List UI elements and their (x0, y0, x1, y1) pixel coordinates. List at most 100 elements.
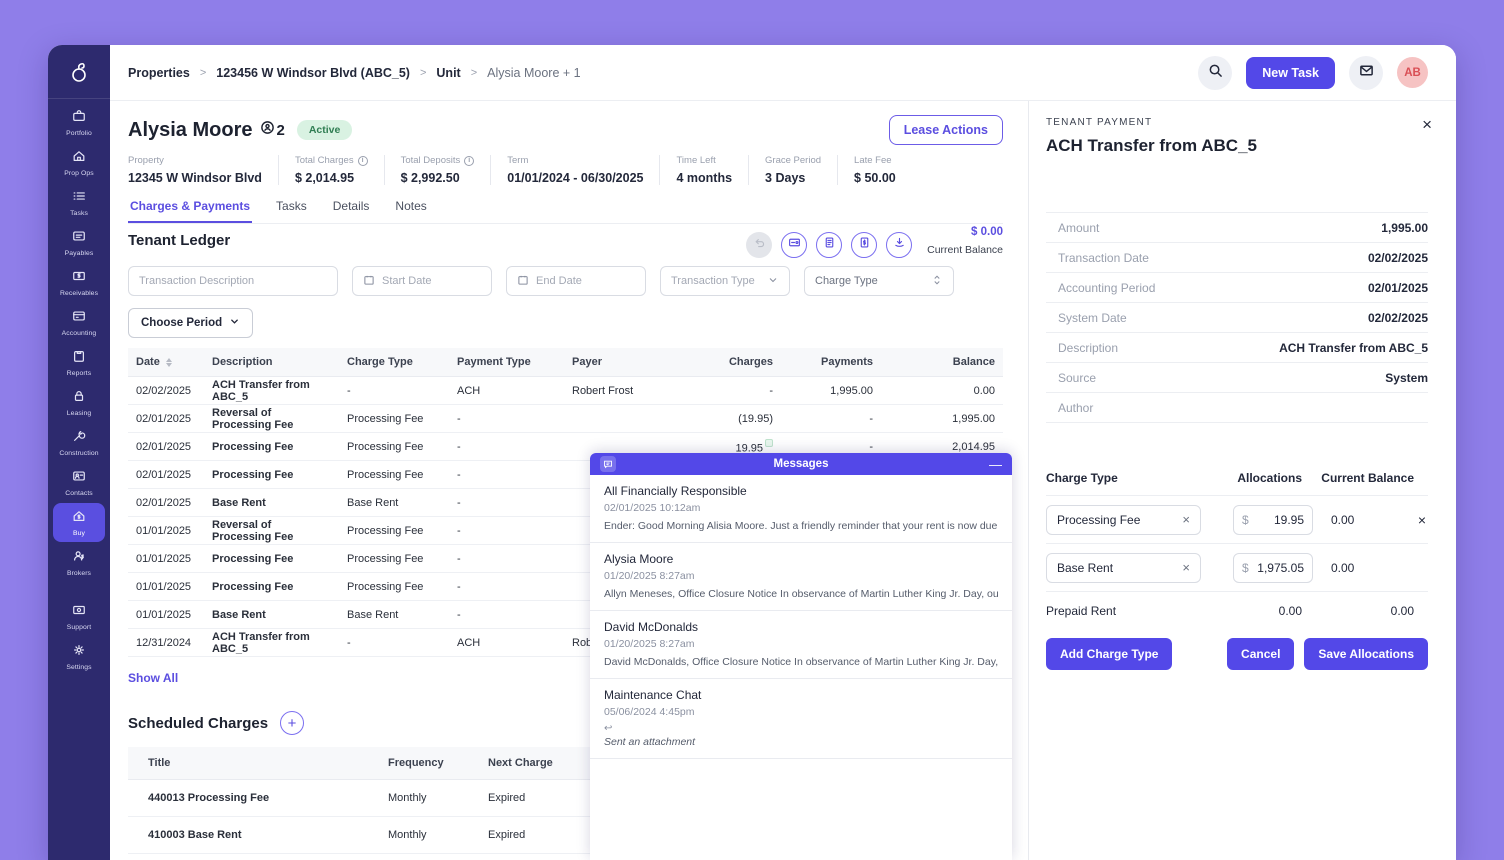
cell-payment-type: - (449, 600, 564, 629)
detail-label: Accounting Period (1058, 280, 1156, 295)
contacts-icon (72, 469, 86, 488)
transaction-link[interactable]: Processing Fee (204, 544, 339, 573)
sidebar-item-settings[interactable]: Settings (53, 637, 105, 676)
minimize-icon[interactable]: — (989, 456, 1002, 472)
info-icon[interactable]: i (357, 155, 368, 166)
transaction-link[interactable]: Processing Fee (204, 572, 339, 601)
sidebar-item-portfolio[interactable]: Portfolio (53, 103, 105, 142)
close-icon[interactable]: × (1422, 115, 1432, 134)
undo-icon (753, 236, 766, 254)
scheduled-charge-link[interactable]: 440013 Processing Fee (128, 853, 368, 860)
stat-value: $ 2,992.50 (400, 171, 460, 185)
messages-header[interactable]: Messages — (590, 453, 1012, 475)
tab-tasks[interactable]: Tasks (276, 199, 307, 213)
transaction-type-select[interactable]: Transaction Type (660, 266, 790, 296)
save-allocations-button[interactable]: Save Allocations (1304, 638, 1428, 670)
messages-button[interactable] (1349, 55, 1383, 90)
message-list-item[interactable]: Alysia Moore 01/20/2025 8:27am Allyn Men… (590, 543, 1012, 611)
sidebar-item-support[interactable]: Support (53, 597, 105, 636)
transaction-link[interactable]: Processing Fee (204, 460, 339, 489)
message-list-item[interactable]: All Financially Responsible 02/01/2025 1… (590, 475, 1012, 543)
clear-icon[interactable]: × (1182, 560, 1190, 575)
sidebar-item-payables[interactable]: Payables (53, 223, 105, 262)
cell-date: 01/01/2025 (128, 600, 204, 629)
cell-payer (564, 404, 656, 433)
sidebar-item-contacts[interactable]: Contacts (53, 463, 105, 502)
sidebar-item-reports[interactable]: Reports (53, 343, 105, 382)
allocation-amount-field[interactable]: $ (1233, 504, 1313, 535)
tab-details[interactable]: Details (332, 199, 370, 213)
info-icon[interactable]: i (464, 155, 475, 166)
message-list-item[interactable]: Maintenance Chat 05/06/2024 4:45pm ↩ Sen… (590, 679, 1012, 759)
transaction-link[interactable]: Reversal of Processing Fee (204, 404, 339, 433)
scheduled-charge-link[interactable]: 410003 Base Rent (128, 816, 368, 854)
col-next-charge: Next Charge (468, 747, 586, 780)
stat-value: $ 2,014.95 (294, 171, 355, 185)
col-date[interactable]: Date (128, 348, 204, 377)
charge-type-select[interactable]: Processing Fee × (1046, 504, 1201, 535)
sidebar-item-brokers[interactable]: Brokers (53, 543, 105, 582)
charge-type-select[interactable]: Base Rent × (1046, 552, 1201, 583)
user-avatar[interactable]: AB (1397, 57, 1428, 88)
cell-charge-type: Processing Fee (339, 544, 449, 573)
start-date-filter[interactable]: Start Date (352, 266, 492, 296)
cell-payment-type: - (449, 516, 564, 545)
sidebar-item-accounting[interactable]: Accounting (53, 303, 105, 342)
charge-type-select[interactable]: Charge Type (804, 266, 954, 296)
cell-frequency: Monthly (368, 816, 468, 854)
end-date-filter[interactable]: End Date (506, 266, 646, 296)
transaction-link[interactable]: Processing Fee (204, 432, 339, 461)
remove-allocation-icon[interactable]: × (1417, 511, 1426, 528)
tab-notes[interactable]: Notes (395, 199, 427, 213)
alloc-col-current-balance: Current Balance (1321, 471, 1414, 485)
add-payment-button[interactable] (781, 232, 808, 258)
breadcrumb-property-address[interactable]: 123456 W Windsor Blvd (ABC_5) (216, 65, 410, 80)
transaction-link[interactable]: Base Rent (204, 488, 339, 517)
sort-icon (165, 357, 172, 367)
download-button[interactable] (886, 232, 913, 258)
cell-payment-type: - (449, 544, 564, 573)
cell-frequency: Monthly (368, 853, 468, 860)
choose-period-button[interactable]: Choose Period (128, 308, 254, 338)
transaction-link[interactable]: Base Rent (204, 600, 339, 629)
new-task-button[interactable]: New Task (1246, 56, 1335, 89)
scheduled-charge-link[interactable]: 440013 Processing Fee (128, 779, 368, 817)
transaction-description-filter[interactable] (128, 266, 338, 296)
app-logo[interactable] (48, 45, 110, 99)
allocation-amount-field[interactable]: $ (1233, 552, 1313, 583)
add-scheduled-charge-button[interactable]: + (280, 711, 305, 735)
cell-balance: 1,995.00 (881, 404, 1003, 433)
sidebar-item-receivables[interactable]: Receivables (53, 263, 105, 302)
allocation-amount-input[interactable] (1248, 512, 1304, 527)
cell-balance: 0.00 (881, 376, 1003, 405)
sidebar-item-tasks[interactable]: Tasks (53, 183, 105, 222)
transaction-description-input[interactable] (139, 275, 327, 287)
cancel-button[interactable]: Cancel (1227, 638, 1295, 670)
sidebar-item-leasing[interactable]: Leasing (53, 383, 105, 422)
transaction-link[interactable]: Reversal of Processing Fee (204, 516, 339, 545)
search-button[interactable] (1198, 55, 1233, 90)
app-window: Properties > 123456 W Windsor Blvd (ABC_… (48, 45, 1456, 860)
add-charge-type-button[interactable]: Add Charge Type (1046, 638, 1173, 670)
breadcrumb-unit[interactable]: Unit (436, 65, 461, 80)
sidebar-item-buy[interactable]: Buy (53, 503, 105, 542)
show-all-link[interactable]: Show All (128, 671, 179, 685)
chevron-down-icon (767, 274, 779, 289)
clear-icon[interactable]: × (1182, 512, 1190, 527)
breadcrumb-properties[interactable]: Properties (128, 65, 190, 80)
sidebar-item-prop-ops[interactable]: Prop Ops (53, 143, 105, 182)
undo-button[interactable] (746, 232, 773, 258)
transaction-link[interactable]: ACH Transfer from ABC_5 (204, 376, 339, 405)
add-charge-button[interactable] (816, 232, 843, 258)
lease-actions-button[interactable]: Lease Actions (888, 115, 1003, 145)
transaction-link[interactable]: ACH Transfer from ABC_5 (204, 628, 339, 657)
occupant-count[interactable]: 2 (276, 121, 285, 139)
start-date-placeholder: Start Date (382, 275, 432, 287)
scheduled-charges-title: Scheduled Charges (128, 714, 269, 732)
prepaid-rent-row: Prepaid Rent 0.00 0.00 (1046, 592, 1428, 630)
message-list-item[interactable]: David McDonalds 01/20/2025 8:27am David … (590, 611, 1012, 679)
allocation-amount-input[interactable] (1248, 560, 1304, 575)
add-credit-button[interactable] (851, 232, 878, 258)
tab-charges-payments[interactable]: Charges & Payments (128, 199, 253, 223)
sidebar-item-construction[interactable]: Construction (53, 423, 105, 462)
